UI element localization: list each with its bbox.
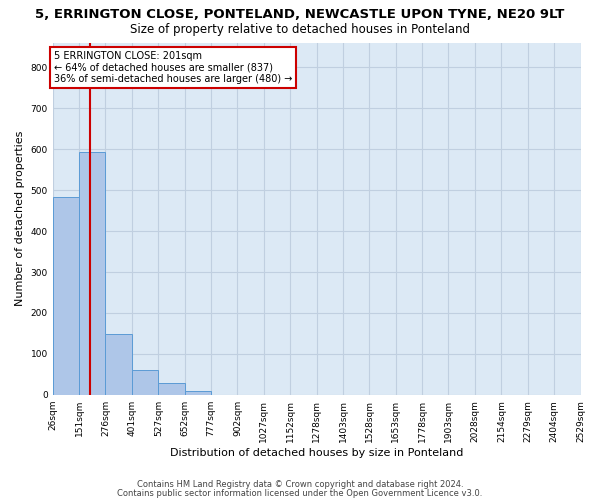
Bar bbox=[158, 383, 185, 395]
X-axis label: Distribution of detached houses by size in Ponteland: Distribution of detached houses by size … bbox=[170, 448, 463, 458]
Bar bbox=[185, 391, 211, 395]
Bar bbox=[132, 370, 158, 395]
Bar bbox=[106, 334, 132, 395]
Text: 5, ERRINGTON CLOSE, PONTELAND, NEWCASTLE UPON TYNE, NE20 9LT: 5, ERRINGTON CLOSE, PONTELAND, NEWCASTLE… bbox=[35, 8, 565, 20]
Text: 5 ERRINGTON CLOSE: 201sqm
← 64% of detached houses are smaller (837)
36% of semi: 5 ERRINGTON CLOSE: 201sqm ← 64% of detac… bbox=[53, 50, 292, 84]
Text: Contains public sector information licensed under the Open Government Licence v3: Contains public sector information licen… bbox=[118, 490, 482, 498]
Y-axis label: Number of detached properties: Number of detached properties bbox=[15, 131, 25, 306]
Text: Contains HM Land Registry data © Crown copyright and database right 2024.: Contains HM Land Registry data © Crown c… bbox=[137, 480, 463, 489]
Bar bbox=[53, 196, 79, 395]
Text: Size of property relative to detached houses in Ponteland: Size of property relative to detached ho… bbox=[130, 22, 470, 36]
Bar bbox=[79, 152, 106, 395]
